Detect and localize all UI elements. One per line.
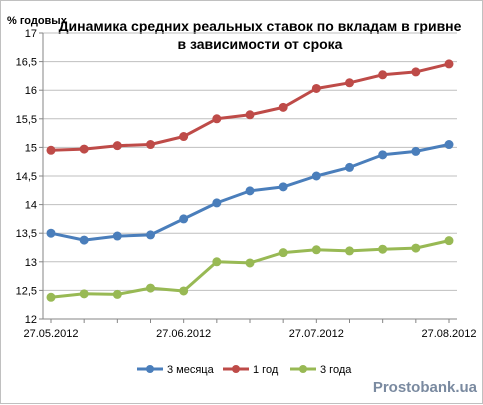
data-point (278, 102, 288, 112)
data-point (378, 150, 388, 160)
data-point (444, 140, 454, 150)
data-point (79, 235, 89, 245)
y-tick-label: 12 (25, 314, 37, 326)
data-point (411, 67, 421, 77)
grid-lines (43, 32, 457, 320)
legend-label: 3 месяца (167, 364, 215, 376)
y-unit-label: % годовых (7, 15, 68, 27)
y-tick-label: 16,5 (16, 57, 37, 69)
series-layer (46, 59, 454, 302)
data-point (212, 257, 222, 267)
data-point (345, 78, 354, 88)
data-point (146, 230, 155, 240)
y-tick-label: 14 (25, 200, 37, 212)
x-tick-label: 27.06.2012 (156, 328, 211, 340)
data-point (179, 132, 189, 142)
y-tick-label: 13,5 (16, 228, 37, 240)
data-point (311, 171, 321, 181)
data-point (444, 236, 454, 246)
data-point (179, 214, 189, 224)
legend-label: 3 года (320, 364, 352, 376)
chart-title-line-1: Динамика средних реальных ставок по вкла… (59, 18, 462, 34)
data-point (112, 231, 122, 241)
watermark-text: Prostobank.ua (373, 379, 478, 396)
data-point (212, 114, 222, 124)
data-point (278, 248, 288, 258)
x-tick-label: 27.07.2012 (289, 328, 344, 340)
data-point (378, 244, 388, 254)
data-point (46, 228, 56, 238)
data-point (146, 140, 155, 150)
y-tick-label: 15,5 (16, 114, 37, 126)
data-point (79, 289, 89, 299)
data-point (345, 162, 354, 172)
data-point (46, 292, 56, 302)
x-tick-label: 27.05.2012 (23, 328, 78, 340)
data-point (79, 144, 89, 154)
legend-label: 1 год (253, 364, 279, 376)
data-point (311, 245, 321, 255)
legend-swatch-marker (299, 365, 307, 373)
chart-title-line-2: в зависимости от срока (178, 36, 343, 52)
data-point (112, 141, 122, 151)
legend: 3 месяца 1 год 3 года (137, 364, 352, 376)
data-point (146, 283, 155, 293)
y-tick-label: 16 (25, 85, 37, 97)
y-tick-label: 15 (25, 142, 37, 154)
data-point (112, 289, 122, 299)
axes: 12 12,5 13 13,5 14 14,5 15 15,5 16 16,5 17 27.05.20… (16, 28, 477, 340)
y-tick-label: 13 (25, 257, 37, 269)
series-line-3 (50, 239, 450, 299)
x-tick-label: 27.08.2012 (421, 328, 476, 340)
legend-swatch-marker (146, 365, 154, 373)
data-point (245, 186, 255, 196)
data-point (245, 110, 255, 120)
data-point (278, 182, 288, 192)
data-point (311, 83, 321, 93)
data-point (444, 59, 454, 69)
data-point (345, 246, 354, 256)
data-point (411, 146, 421, 156)
data-point (245, 258, 255, 268)
data-point (411, 243, 421, 253)
legend-swatch-marker (232, 365, 240, 373)
y-tick-label: 14,5 (16, 171, 37, 183)
data-point (378, 70, 388, 80)
data-point (179, 286, 189, 296)
data-point (46, 145, 56, 155)
data-point (212, 198, 222, 208)
y-tick-label: 12,5 (16, 285, 37, 297)
y-tick-label: 17 (25, 28, 37, 40)
series-line-2 (50, 62, 450, 152)
